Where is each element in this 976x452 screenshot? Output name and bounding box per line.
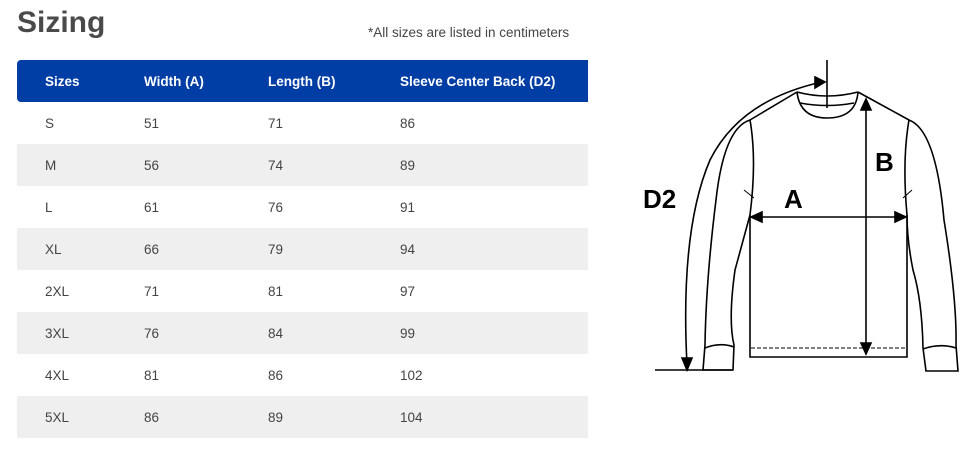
table-row: M 56 74 89 xyxy=(17,144,588,186)
length-cell: 81 xyxy=(268,284,284,299)
size-cell: 2XL xyxy=(45,284,70,299)
length-cell: 76 xyxy=(268,200,284,215)
table-row: L 61 76 91 xyxy=(17,186,588,228)
sleeve-cell: 86 xyxy=(400,116,416,131)
sleeve-cell: 99 xyxy=(400,326,416,341)
size-cell: 5XL xyxy=(45,410,70,425)
a-measure xyxy=(749,210,908,224)
width-cell: 51 xyxy=(144,116,160,131)
page-title: Sizing xyxy=(17,6,106,39)
size-table: Sizes Width (A) Length (B) Sleeve Center… xyxy=(17,60,588,438)
header-width: Width (A) xyxy=(144,74,204,89)
sleeve-cell: 97 xyxy=(400,284,416,299)
size-cell: L xyxy=(45,200,53,215)
b-measure xyxy=(859,97,873,356)
size-cell: S xyxy=(45,116,55,131)
width-cell: 56 xyxy=(144,158,160,173)
sleeve-cell: 102 xyxy=(400,368,423,383)
table-row: 4XL 81 86 102 xyxy=(17,354,588,396)
table-row: 2XL 71 81 97 xyxy=(17,270,588,312)
table-row: S 51 71 86 xyxy=(17,102,588,144)
width-cell: 71 xyxy=(144,284,160,299)
table-row: 3XL 76 84 99 xyxy=(17,312,588,354)
label-b: B xyxy=(875,147,894,177)
d2-measure xyxy=(655,60,828,373)
table-header: Sizes Width (A) Length (B) Sleeve Center… xyxy=(17,60,588,102)
table-row: 5XL 86 89 104 xyxy=(17,396,588,438)
width-cell: 66 xyxy=(144,242,160,257)
sleeve-cell: 104 xyxy=(400,410,423,425)
size-cell: 3XL xyxy=(45,326,70,341)
size-cell: 4XL xyxy=(45,368,70,383)
units-note: *All sizes are listed in centimeters xyxy=(368,25,570,40)
length-cell: 71 xyxy=(268,116,284,131)
width-cell: 76 xyxy=(144,326,160,341)
header-sleeve: Sleeve Center Back (D2) xyxy=(400,74,556,89)
header-sizes: Sizes xyxy=(45,74,80,89)
length-cell: 86 xyxy=(268,368,284,383)
width-cell: 61 xyxy=(144,200,160,215)
length-cell: 84 xyxy=(268,326,284,341)
sleeve-cell: 89 xyxy=(400,158,416,173)
length-cell: 79 xyxy=(268,242,284,257)
header-length: Length (B) xyxy=(268,74,336,89)
label-d2: D2 xyxy=(643,184,676,214)
length-cell: 74 xyxy=(268,158,284,173)
width-cell: 86 xyxy=(144,410,160,425)
sleeve-cell: 94 xyxy=(400,242,416,257)
size-cell: XL xyxy=(45,242,62,257)
width-cell: 81 xyxy=(144,368,160,383)
size-cell: M xyxy=(45,158,57,173)
length-cell: 89 xyxy=(268,410,284,425)
sweatshirt-outline xyxy=(702,91,959,372)
label-a: A xyxy=(784,184,803,214)
sleeve-cell: 91 xyxy=(400,200,416,215)
table-row: XL 66 79 94 xyxy=(17,228,588,270)
